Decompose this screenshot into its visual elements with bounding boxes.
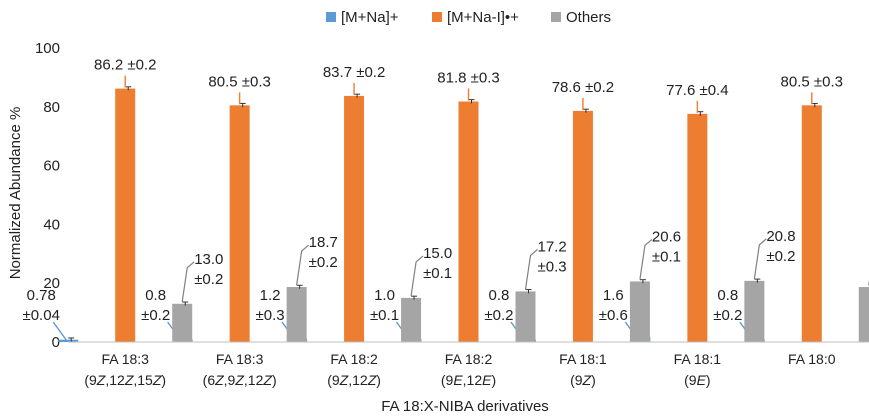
data-label: 0.8 [145,287,166,304]
data-label: 80.5 ±0.3 [208,73,270,90]
leader-line [639,238,653,280]
data-label: ±0.04 [22,307,59,324]
data-label: ±0.1 [652,248,681,265]
data-label: 86.2 ±0.2 [94,57,156,74]
bar [801,105,822,342]
data-label: ±0.6 [599,307,628,324]
legend-label: [M+Na-I]•+ [447,9,519,26]
y-tick-label: 60 [43,158,60,175]
x-tick-sublabel: (9E) [684,372,710,388]
x-tick-sublabel: (9Z,12Z,15Z) [84,372,166,388]
data-label: 83.7 ±0.2 [323,64,385,81]
legend-swatch [326,12,336,22]
data-label: 78.6 ±0.2 [552,79,614,96]
data-label: 13.0 [194,251,223,268]
leader-line [296,244,310,286]
bar [172,303,193,342]
bar [58,339,79,342]
data-label: ±0.2 [309,254,338,271]
data-label: 1.6 [603,287,624,304]
y-axis-label: Normalized Abundance % [7,107,24,280]
bar [629,281,650,342]
x-tick-sublabel: (6Z,9Z,12Z) [203,372,277,388]
bar [515,291,536,342]
data-label: ±0.2 [141,307,170,324]
bar [115,88,136,343]
data-label: 1.0 [374,287,395,304]
bar [401,297,422,342]
legend: [M+Na]+ [M+Na-I]•+ Others [326,9,611,26]
data-label: 77.6 ±0.4 [666,82,728,99]
y-tick-label: 40 [43,216,60,233]
data-label: 0.78 [27,287,56,304]
data-label: ±0.3 [538,258,567,275]
x-tick-label: FA 18:3 [216,351,264,367]
data-label: ±0.2 [713,307,742,324]
data-label: 20.6 [652,228,681,245]
x-tick-label: FA 18:1 [674,351,722,367]
leader-line [410,255,424,296]
bar [858,287,869,342]
x-tick-label: FA 18:0 [788,351,836,367]
data-label: 15.0 [423,245,452,262]
bar [572,110,593,342]
y-tick-label: 0 [52,334,60,351]
data-label: 17.2 [538,238,567,255]
x-tick-sublabel: (9Z) [570,372,596,388]
bar [344,95,365,342]
leader-line [524,248,538,290]
bar [286,287,307,342]
x-axis: FA 18:3 (9Z,12Z,15Z) FA 18:3 (6Z,9Z,12Z) FA … [84,351,835,388]
data-label: 1.2 [260,287,281,304]
x-tick-label: FA 18:3 [101,351,149,367]
x-tick-label: FA 18:1 [559,351,607,367]
data-label: 20.8 [766,228,795,245]
data-label: 0.8 [488,287,509,304]
legend-label: [M+Na]+ [341,9,399,26]
x-tick-sublabel: (9E,12E) [441,372,496,388]
x-tick-label: FA 18:2 [445,351,493,367]
data-label: ±0.2 [766,248,795,265]
y-axis: 0 20 40 60 80 100 [35,40,60,351]
data-label: 18.7 [309,234,338,251]
data-label: ±0.2 [194,271,223,288]
legend-label: Others [566,9,611,26]
y-tick-label: 20 [43,275,60,292]
x-tick-sublabel: (9Z,12Z) [327,372,381,388]
data-label: 81.8 ±0.3 [437,70,499,87]
data-label: 0.8 [717,287,738,304]
data-label: ±0.1 [423,265,452,282]
x-axis-label: FA 18:X-NIBA derivatives [381,398,549,415]
leader-line [52,321,67,341]
legend-swatch [551,12,561,22]
y-tick-label: 80 [43,99,60,116]
bar [458,101,479,343]
bar [744,280,765,342]
data-label: 80.5 ±0.3 [781,73,843,90]
leader-line [753,238,767,279]
legend-swatch [432,12,442,22]
x-tick-label: FA 18:2 [330,351,378,367]
leader-line [181,261,195,302]
bar [229,105,250,342]
plot-area: 0.78 ±0.04 0.8 ±0.2 1.2 ±0.3 1.0 ±0.1 0.8 ±0.2 1.6… [22,57,869,343]
data-label: ±0.2 [484,307,513,324]
bar [687,113,708,342]
y-tick-label: 100 [35,40,60,57]
data-label: ±0.1 [370,307,399,324]
data-label: ±0.3 [256,307,285,324]
